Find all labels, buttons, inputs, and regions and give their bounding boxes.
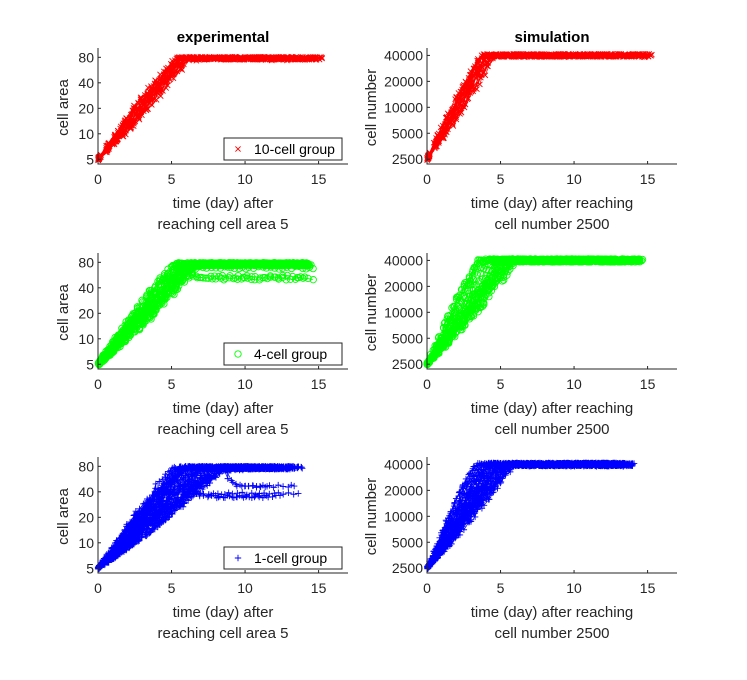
data-point bbox=[315, 55, 322, 62]
x-tick-label: 5 bbox=[497, 376, 505, 392]
y-tick-label: 40 bbox=[78, 280, 94, 296]
data-traces bbox=[95, 53, 325, 164]
x-axis-label: time (day) after reaching bbox=[471, 195, 634, 212]
y-tick-label: 5000 bbox=[392, 125, 423, 141]
trace bbox=[423, 255, 640, 369]
legend-label: 4-cell group bbox=[254, 346, 327, 362]
data-traces bbox=[424, 50, 655, 163]
y-tick-label: 40000 bbox=[384, 252, 423, 268]
y-tick-label: 80 bbox=[78, 254, 94, 270]
data-point bbox=[175, 59, 182, 66]
y-tick-label: 80 bbox=[78, 49, 94, 65]
x-tick-label: 5 bbox=[168, 171, 176, 187]
trace-line bbox=[428, 258, 631, 362]
legend-label: 10-cell group bbox=[254, 141, 335, 157]
x-tick-label: 0 bbox=[423, 376, 431, 392]
x-axis-label: cell number 2500 bbox=[494, 216, 609, 233]
y-tick-label: 10 bbox=[78, 126, 94, 142]
x-axis-label: reaching cell area 5 bbox=[158, 421, 289, 438]
data-point bbox=[170, 67, 176, 74]
x-tick-label: 5 bbox=[168, 376, 176, 392]
x-axis-label: reaching cell area 5 bbox=[158, 216, 289, 233]
panel-2: 0 5 10 15 2500 5000 10000 20000 40000 time (day) … bbox=[363, 29, 677, 233]
trace bbox=[425, 255, 636, 365]
x-axis-label: time (day) after bbox=[173, 400, 274, 417]
x-axis-label: time (day) after reaching bbox=[471, 400, 634, 417]
y-tick-label: 20000 bbox=[384, 73, 423, 89]
y-axis-label: cell number bbox=[363, 69, 380, 147]
legend: 4-cell group bbox=[223, 342, 343, 366]
trace bbox=[424, 255, 643, 367]
x-tick-label: 15 bbox=[640, 171, 656, 187]
trace bbox=[425, 51, 650, 159]
y-axis-label: cell number bbox=[363, 274, 380, 352]
panel-4: 0 5 10 15 2500 5000 10000 20000 40000 time (day) … bbox=[363, 252, 677, 438]
y-tick-label: 40000 bbox=[384, 47, 423, 63]
y-tick-label: 5 bbox=[86, 356, 94, 372]
y-tick-label: 20 bbox=[78, 100, 94, 116]
y-tick-label: 40 bbox=[78, 75, 94, 91]
x-tick-label: 15 bbox=[311, 171, 327, 187]
trace-line bbox=[429, 258, 637, 360]
y-axis-label: cell area bbox=[55, 78, 72, 135]
x-axis-label: time (day) after bbox=[173, 195, 274, 212]
y-tick-label: 10000 bbox=[384, 304, 423, 320]
x-tick-label: 10 bbox=[566, 376, 582, 392]
trace bbox=[425, 51, 655, 162]
y-tick-label: 10 bbox=[78, 331, 94, 347]
x-tick-label: 0 bbox=[94, 171, 102, 187]
x-axis-label: cell number 2500 bbox=[494, 421, 609, 438]
data-point bbox=[153, 96, 160, 103]
y-tick-label: 20 bbox=[78, 305, 94, 321]
y-tick-label: 5 bbox=[86, 151, 94, 167]
y-tick-label: 2500 bbox=[392, 356, 423, 372]
x-tick-label: 15 bbox=[311, 376, 327, 392]
panel-title: simulation bbox=[514, 29, 589, 46]
x-tick-label: 10 bbox=[237, 376, 253, 392]
x-tick-label: 10 bbox=[237, 171, 253, 187]
y-axis-label: cell area bbox=[55, 283, 72, 340]
x-tick-label: 0 bbox=[94, 376, 102, 392]
y-tick-label: 2500 bbox=[392, 151, 423, 167]
x-tick-label: 0 bbox=[423, 171, 431, 187]
trace-line bbox=[429, 258, 632, 361]
x-tick-label: 15 bbox=[640, 376, 656, 392]
y-tick-label: 5000 bbox=[392, 330, 423, 346]
y-tick-label: 20000 bbox=[384, 278, 423, 294]
data-traces bbox=[423, 255, 647, 369]
y-tick-label: 10000 bbox=[384, 99, 423, 115]
x-tick-label: 5 bbox=[497, 171, 505, 187]
panel-title: experimental bbox=[177, 29, 270, 46]
legend: 10-cell group bbox=[223, 137, 343, 161]
x-tick-label: 10 bbox=[566, 171, 582, 187]
